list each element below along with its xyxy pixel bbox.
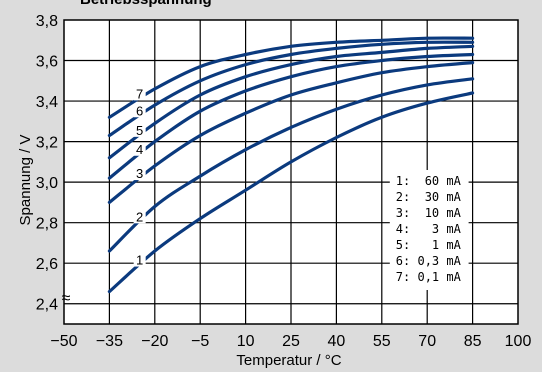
series-line-5 <box>107 44 475 160</box>
series-line-1 <box>107 91 475 294</box>
series-label-bg <box>133 123 146 137</box>
legend: 1: 60 mA 2: 30 mA 3: 10 mA 4: 3 mA 5: 1 mA 6:… <box>389 170 469 290</box>
series-label-4: 4 <box>136 142 143 157</box>
x-tick-label: 40 <box>328 333 346 350</box>
series-label-5: 5 <box>136 123 143 138</box>
series-label-bg <box>133 104 146 118</box>
x-tick-label: −5 <box>191 333 209 350</box>
series-label-1: 1 <box>136 253 143 268</box>
x-tick-label: −50 <box>50 333 77 350</box>
y-tick-label: 3,4 <box>36 94 58 111</box>
series-label-bg <box>133 253 146 267</box>
series-label-bg <box>133 167 146 181</box>
legend-background <box>389 170 469 290</box>
series-label-6: 6 <box>136 103 143 118</box>
series-label-3: 3 <box>136 166 143 181</box>
series-line-4 <box>107 52 475 180</box>
plot-frame <box>63 19 519 325</box>
legend-entry: 5: 1 mA <box>396 238 462 252</box>
y-tick-label: 2,8 <box>36 216 58 233</box>
y-tick-label: 3,2 <box>36 135 58 152</box>
plot-area: −50 −35 −20 −5 10 25 40 55 70 85 1003,83,63,43,23,… <box>36 13 532 350</box>
y-tick-label: 2,4 <box>36 297 58 314</box>
axis-break-symbol: ≈ <box>62 290 71 307</box>
chart-title: Betriebsspannung <box>80 0 212 8</box>
x-tick-label: −35 <box>96 333 123 350</box>
x-tick-label: 10 <box>237 333 255 350</box>
x-tick-label: −20 <box>141 333 168 350</box>
legend-entry: 1: 60 mA <box>396 174 462 188</box>
series-label-bg <box>133 87 146 101</box>
y-tick-label: 2,6 <box>36 256 58 273</box>
legend-entry: 4: 3 mA <box>396 222 462 236</box>
x-tick-label: 70 <box>418 333 436 350</box>
legend-entry: 6: 0,3 mA <box>396 254 462 268</box>
legend-entry: 7: 0,1 mA <box>396 270 462 284</box>
legend-entry: 2: 30 mA <box>396 190 462 204</box>
series-line-3 <box>107 61 475 204</box>
series-label-2: 2 <box>136 209 143 224</box>
legend-entry: 3: 10 mA <box>396 206 462 220</box>
y-tick-label: 3,8 <box>36 13 58 30</box>
series-line-7 <box>107 36 475 119</box>
y-tick-label: 3,6 <box>36 54 58 71</box>
x-tick-label: 55 <box>373 333 391 350</box>
series-label-bg <box>133 142 146 156</box>
y-axis-label: Spannung / V <box>17 135 34 226</box>
x-tick-label: 85 <box>464 333 482 350</box>
x-tick-label: 100 <box>505 333 532 350</box>
series-line-2 <box>107 77 475 253</box>
series-label-7: 7 <box>136 86 143 101</box>
series-label-bg <box>133 210 146 224</box>
series-line-6 <box>107 40 475 138</box>
x-tick-label: 25 <box>282 333 300 350</box>
y-tick-label: 3,0 <box>36 175 58 192</box>
x-axis-label: Temperatur / °C <box>236 352 341 369</box>
